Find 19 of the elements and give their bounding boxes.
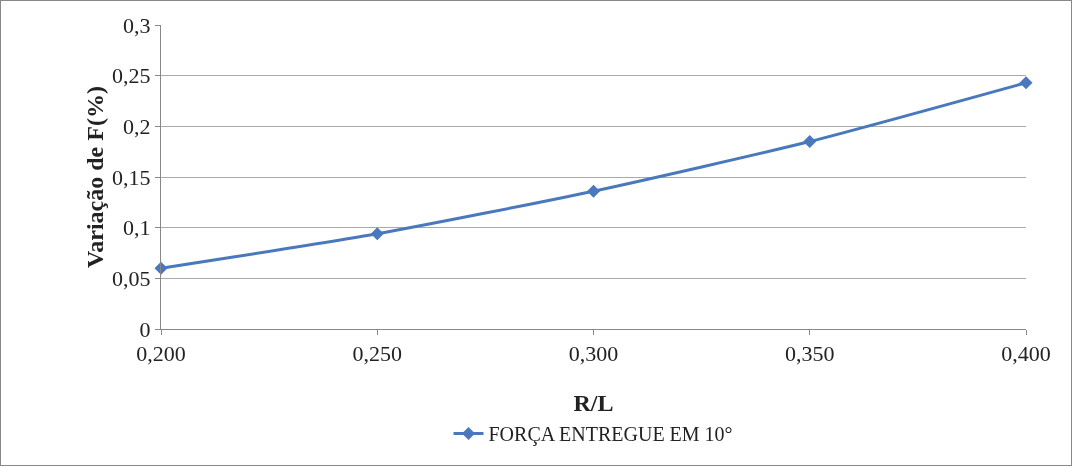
y-tick-label: 0,25 <box>112 63 151 89</box>
x-axis-title: R/L <box>573 390 614 416</box>
y-tick-label: 0,05 <box>112 266 151 292</box>
y-tick-label: 0,2 <box>123 114 151 140</box>
x-tick-label: 0,350 <box>785 341 835 367</box>
point <box>1019 76 1033 90</box>
y-tick-label: 0,1 <box>123 215 151 241</box>
x-tick-label: 0,300 <box>568 341 619 367</box>
y-tick-label: 0,15 <box>112 164 151 190</box>
y-axis-title: Variação de F(%) <box>82 86 108 268</box>
y-tick-label: 0,3 <box>123 12 151 38</box>
x-tick-label: 0,250 <box>352 341 402 367</box>
point <box>587 184 600 198</box>
x-tick-label: 0,200 <box>136 341 186 367</box>
point <box>370 227 384 241</box>
legend-label: FORÇA ENTREGUE EM 10° <box>488 423 733 447</box>
x-tick-label: 0,400 <box>1001 341 1051 367</box>
point <box>803 135 817 149</box>
y-tick-label: 0 <box>139 316 151 342</box>
